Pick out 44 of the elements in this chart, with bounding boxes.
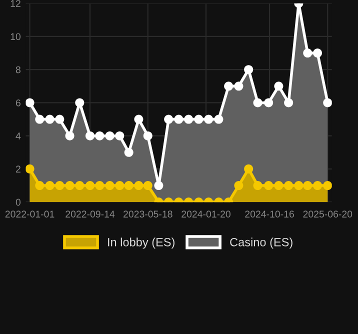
point xyxy=(55,114,64,124)
point xyxy=(105,131,114,140)
legend-label: In lobby (ES) xyxy=(108,238,174,249)
y-tick-label: 10 xyxy=(10,33,21,40)
y-tick-label: 8 xyxy=(16,66,20,74)
point xyxy=(124,148,134,157)
point xyxy=(174,114,184,124)
point xyxy=(143,131,152,140)
point xyxy=(204,114,214,124)
point xyxy=(35,114,44,124)
point xyxy=(224,82,234,91)
point xyxy=(134,114,144,124)
point xyxy=(65,131,74,140)
y-tick-label: 4 xyxy=(16,132,21,140)
x-tick-label: 2022-01-01 xyxy=(5,210,54,218)
y-tick-label: 12 xyxy=(10,0,20,7)
point xyxy=(95,131,104,140)
x-tick-label: 2024-01-20 xyxy=(182,210,230,218)
point xyxy=(313,48,322,58)
point xyxy=(194,114,204,124)
point xyxy=(323,98,332,108)
point xyxy=(253,98,262,108)
point xyxy=(45,114,54,124)
point xyxy=(85,131,95,140)
point xyxy=(284,98,294,108)
point xyxy=(164,114,174,124)
y-tick-label: 6 xyxy=(16,99,20,106)
y-tick-label: 0 xyxy=(16,198,21,206)
legend-label: Casino (ES) xyxy=(230,238,292,249)
point xyxy=(274,82,284,91)
x-tick-label: 2022-09-14 xyxy=(66,210,115,218)
point xyxy=(75,98,84,108)
x-tick-label: 2023-05-18 xyxy=(124,210,172,218)
point xyxy=(264,98,274,108)
point xyxy=(115,131,124,140)
point xyxy=(303,48,312,58)
y-tick-label: 2 xyxy=(16,166,20,172)
point xyxy=(214,114,224,124)
point xyxy=(184,114,194,124)
point xyxy=(26,98,34,108)
point xyxy=(244,65,254,74)
point xyxy=(234,82,244,91)
x-tick-label: 2024-10-16 xyxy=(245,210,294,218)
x-tick-label: 2025-06-20 xyxy=(303,210,352,218)
